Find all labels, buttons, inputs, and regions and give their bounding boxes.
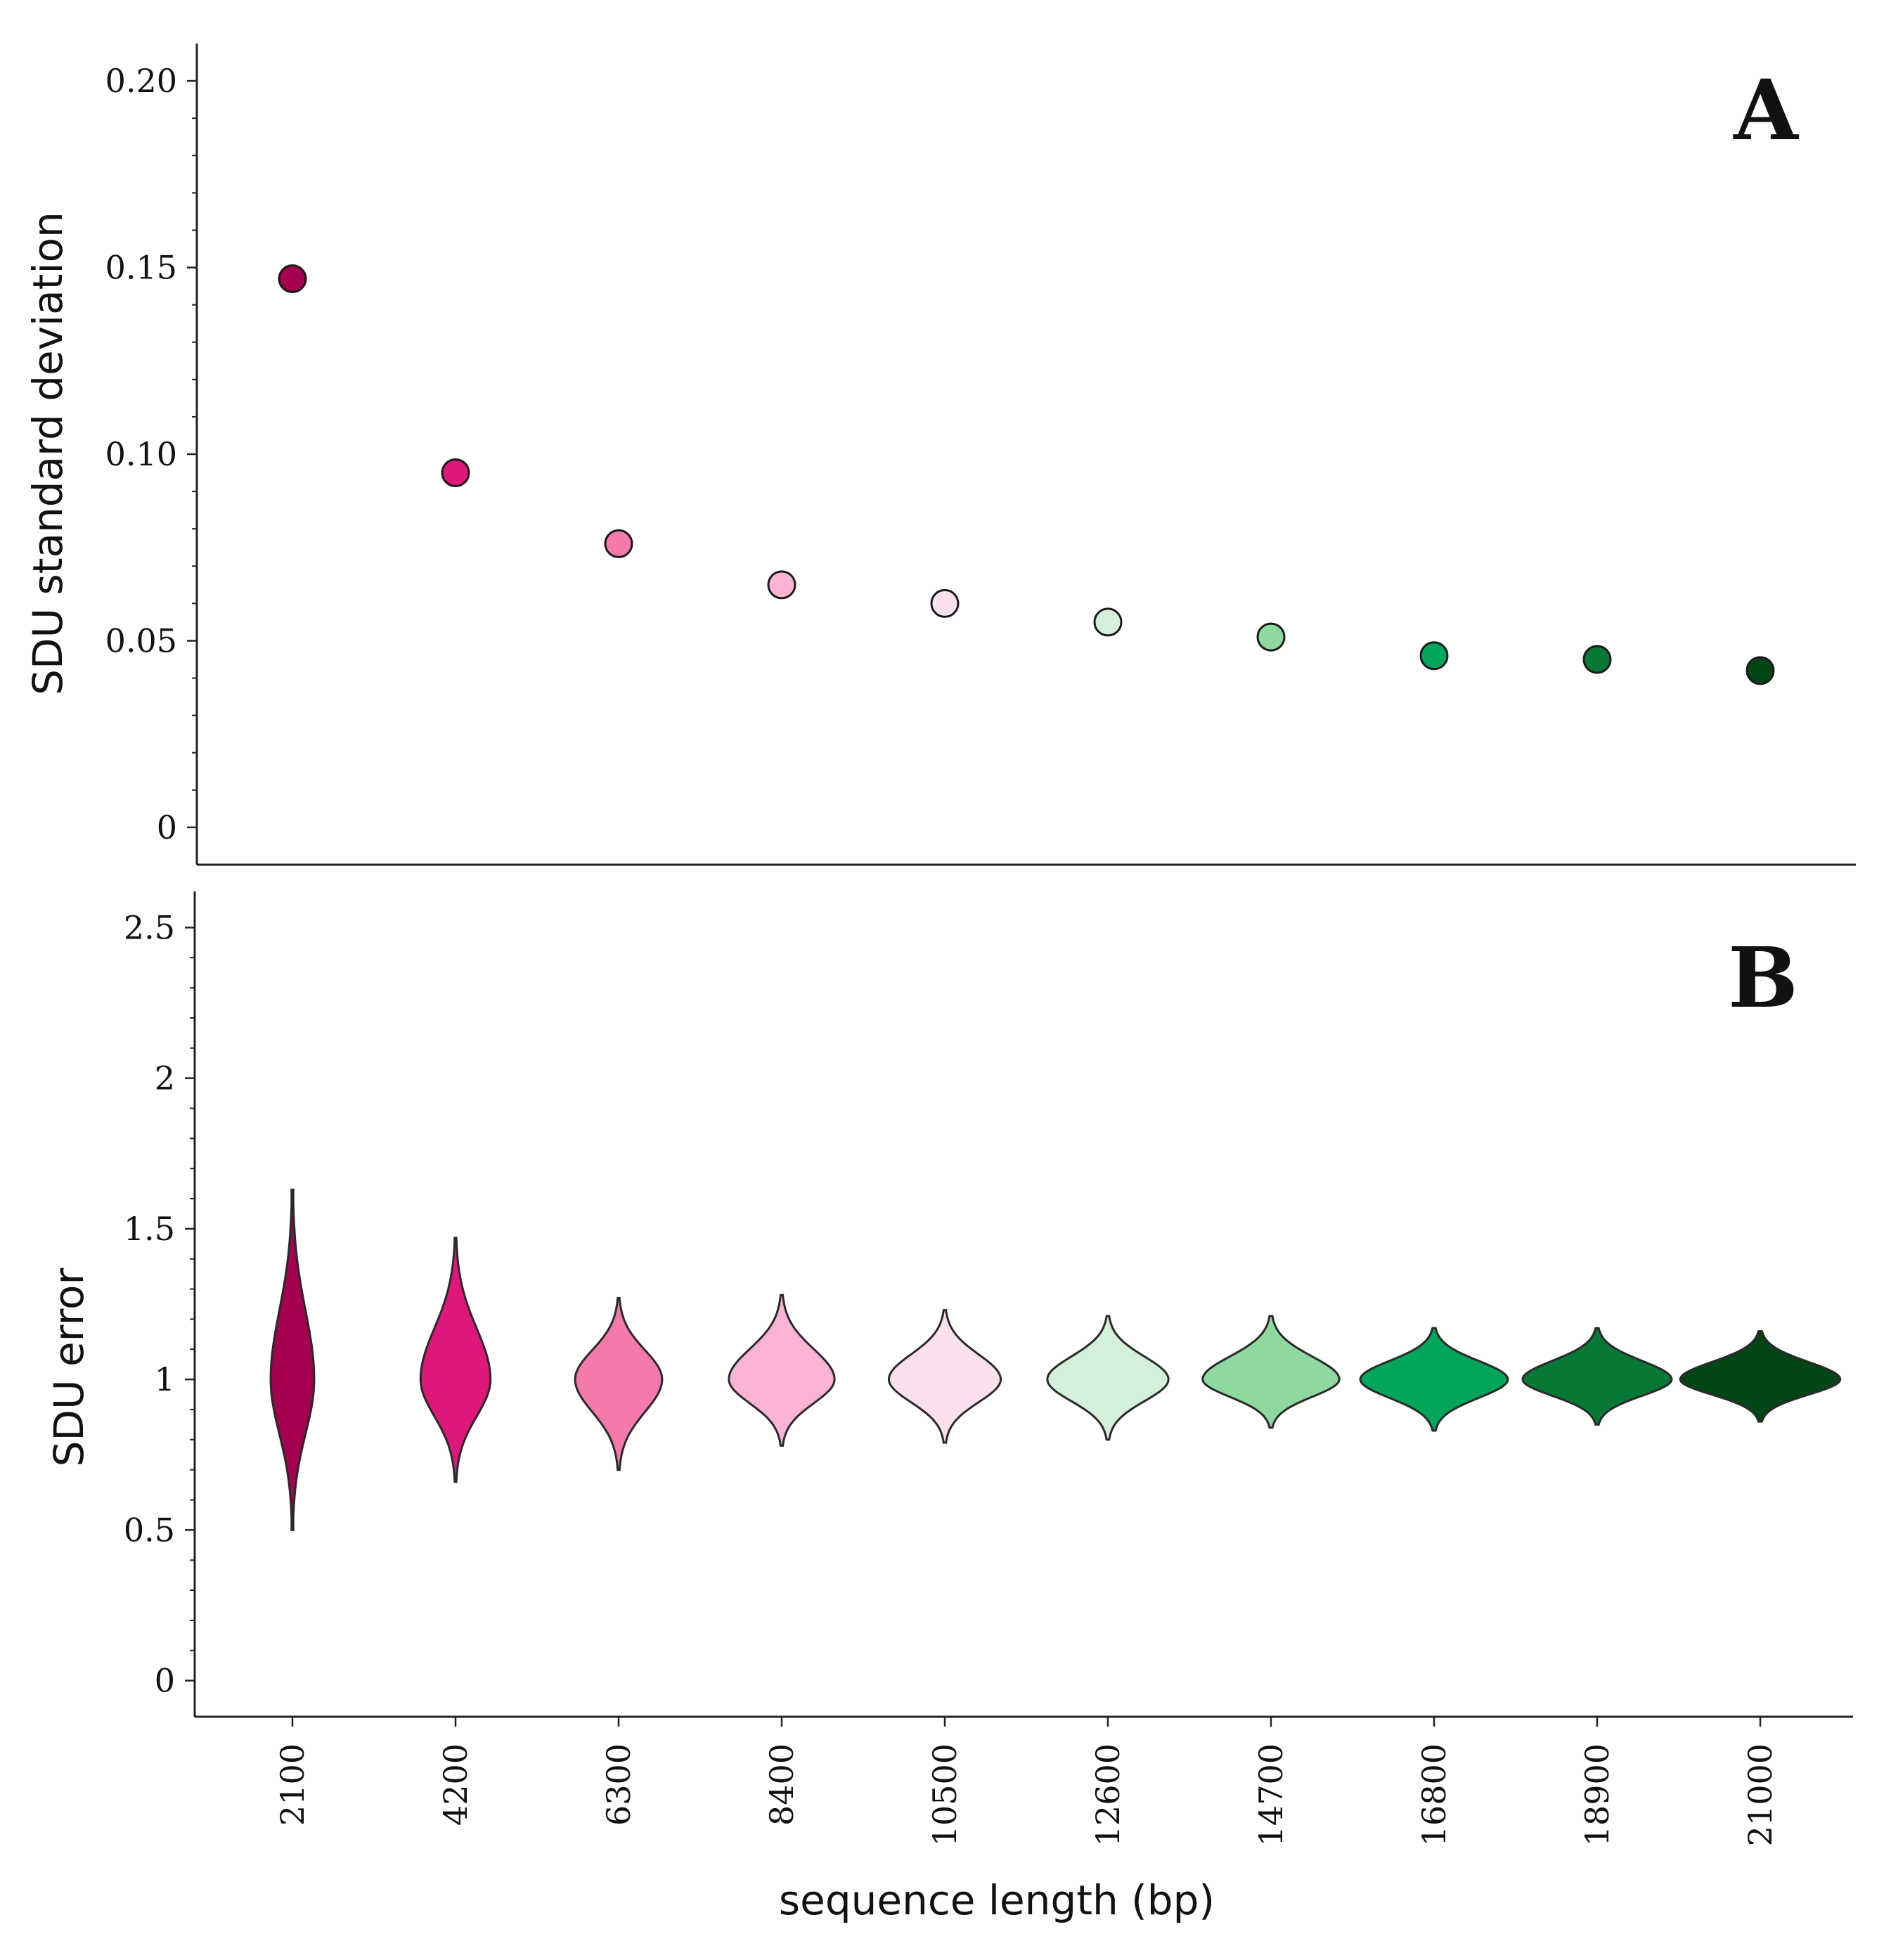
panel-b-x-ticks: 2100 4200 6300 8400 10500 12600 14700 16800 1890…: [273, 1717, 1779, 1846]
data-point-21000: [1745, 656, 1775, 685]
data-point-6300: [604, 529, 633, 558]
panel-b-y-tick-label: 2: [155, 1059, 175, 1097]
x-tick-label-12600: 12600: [1089, 1743, 1127, 1846]
data-point-18900: [1582, 645, 1612, 674]
x-tick-label-2100: 2100: [273, 1743, 311, 1826]
panel-a-y-tick-label: 0.05: [105, 621, 177, 659]
x-tick-label-8400: 8400: [763, 1743, 801, 1826]
violin-21000: [1679, 1330, 1842, 1423]
panel-b-y-axis-label: SDU error: [45, 1268, 93, 1466]
panel-b-violin: 2.5 2 1.5 1 0.5 0 2100 4200 6300 8400 10500 12600 1…: [45, 891, 1853, 1924]
violin-12600: [1046, 1315, 1170, 1441]
panel-b-x-axis-label: sequence length (bp): [779, 1876, 1215, 1924]
panel-b-y-tick-label: 2.5: [124, 908, 175, 946]
panel-a-y-ticks: 0.20 0.15 0.10 0.05 0: [105, 62, 197, 846]
violin-6300: [574, 1296, 664, 1471]
x-tick-label-4200: 4200: [437, 1743, 475, 1826]
data-point-10500: [930, 588, 960, 618]
panel-a-points: [278, 264, 1775, 685]
x-tick-label-14700: 14700: [1252, 1743, 1290, 1846]
violin-18900: [1521, 1327, 1673, 1426]
panel-b-label: B: [1728, 929, 1798, 1026]
data-point-8400: [767, 570, 796, 600]
data-point-2100: [278, 264, 307, 293]
panel-a-y-tick-label: 0.20: [105, 62, 177, 100]
violin-16800: [1359, 1327, 1509, 1432]
violin-4200: [419, 1237, 492, 1483]
panel-b-axes: [193, 891, 1853, 1718]
panel-b-violins: [269, 1188, 1842, 1531]
panel-b-y-tick-label: 1: [155, 1360, 175, 1398]
x-tick-label-16800: 16800: [1415, 1743, 1453, 1846]
x-tick-label-6300: 6300: [600, 1743, 638, 1826]
panel-a-axes: [195, 44, 1856, 866]
violin-10500: [887, 1309, 1002, 1444]
panel-b-y-tick-label: 0: [155, 1662, 175, 1700]
data-point-16800: [1419, 641, 1449, 671]
panel-a-y-tick-label: 0.10: [105, 435, 177, 473]
panel-b-y-tick-label: 0.5: [124, 1511, 175, 1549]
x-tick-label-21000: 21000: [1741, 1743, 1779, 1846]
panel-a-label: A: [1733, 61, 1799, 159]
data-point-12600: [1093, 607, 1123, 637]
panel-a-y-axis-label: SDU standard deviation: [24, 212, 72, 695]
panel-a-scatter: 0.20 0.15 0.10 0.05 0 A SDU standard deviati…: [24, 44, 1856, 866]
violin-2100: [269, 1188, 316, 1531]
data-point-4200: [441, 458, 470, 488]
x-tick-label-18900: 18900: [1578, 1743, 1616, 1846]
panel-a-y-tick-label: 0.15: [105, 249, 177, 287]
violin-8400: [728, 1294, 836, 1447]
data-point-14700: [1256, 622, 1286, 652]
x-tick-label-10500: 10500: [926, 1743, 964, 1846]
panel-b-y-ticks: 2.5 2 1.5 1 0.5 0: [124, 908, 195, 1700]
panel-b-y-tick-label: 1.5: [124, 1210, 175, 1248]
violin-14700: [1201, 1315, 1341, 1429]
panel-a-y-tick-label: 0: [157, 808, 177, 846]
